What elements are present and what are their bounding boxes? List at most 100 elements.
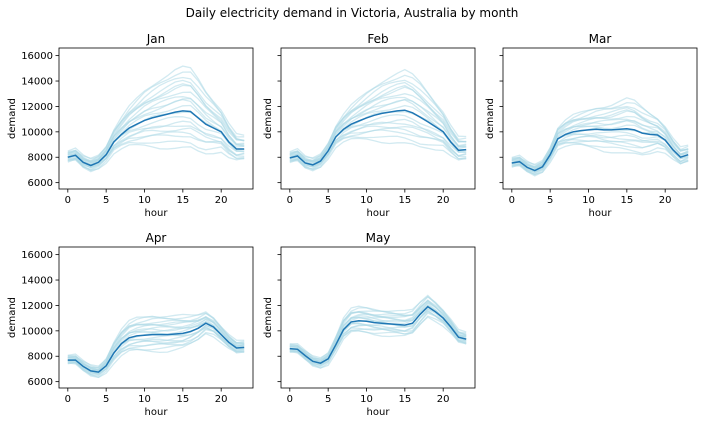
daily-line: [67, 131, 245, 171]
daily-line: [511, 101, 689, 165]
x-tick-label: 0: [509, 195, 515, 206]
daily-line: [67, 120, 245, 169]
y-tick-label: 12000: [21, 102, 53, 113]
daily-line: [289, 104, 467, 164]
x-tick-label: 0: [287, 394, 293, 405]
y-tick-label: 16000: [21, 250, 53, 261]
daily-line: [511, 138, 689, 176]
panel-title: Mar: [589, 32, 612, 46]
y-tick-label: 8000: [28, 352, 53, 363]
daily-line: [67, 328, 245, 377]
daily-line: [289, 294, 467, 359]
daily-lines: [289, 294, 467, 369]
figure-title: Daily electricity demand in Victoria, Au…: [185, 6, 519, 20]
daily-line: [67, 317, 245, 372]
y-axis-label: demand: [7, 297, 18, 338]
mean-line: [289, 305, 467, 365]
daily-line: [289, 118, 467, 168]
x-tick-label: 15: [398, 394, 411, 405]
y-tick-label: 16000: [21, 51, 53, 62]
daily-line: [289, 84, 467, 163]
x-axis-label: hour: [589, 208, 613, 219]
x-axis-label: hour: [145, 407, 169, 418]
daily-line: [67, 91, 245, 163]
mean-line: [511, 127, 689, 172]
daily-line: [289, 114, 467, 168]
x-tick-label: 0: [65, 394, 71, 405]
panel-apr: 0 5 10 15 20 6000 8000 10000 12000 14000 16000 Apr h…: [7, 231, 254, 418]
daily-line: [67, 71, 245, 159]
panel-title: May: [366, 231, 391, 245]
daily-line: [511, 142, 689, 177]
x-tick-label: 5: [325, 195, 331, 206]
mean-line: [289, 109, 467, 166]
daily-line: [67, 312, 245, 369]
daily-lines: [67, 311, 245, 379]
x-tick-label: 20: [659, 195, 672, 206]
x-tick-label: 20: [437, 195, 450, 206]
daily-line: [289, 295, 467, 361]
panel-title: Feb: [367, 32, 388, 46]
panel-jan: 0 5 10 15 20 6000 8000 10000 12000 14000 16000 Jan h…: [7, 32, 254, 219]
x-axis-label: hour: [367, 407, 391, 418]
x-axis-label: hour: [145, 208, 169, 219]
y-axis-label: demand: [485, 98, 496, 139]
panel-mar: 0 5 10 15 20 Mar hour demand: [485, 32, 698, 219]
daily-line: [289, 300, 467, 363]
x-tick-label: 10: [138, 195, 151, 206]
y-tick-label: 10000: [21, 127, 53, 138]
y-tick-label: 10000: [21, 326, 53, 337]
daily-line: [67, 84, 245, 162]
axes-frame: [280, 47, 476, 190]
y-axis-label: demand: [7, 98, 18, 139]
x-tick-label: 15: [398, 195, 411, 206]
x-tick-label: 10: [138, 394, 151, 405]
daily-line: [67, 83, 245, 164]
mean-line: [67, 322, 245, 373]
x-tick-label: 20: [215, 394, 228, 405]
x-tick-label: 20: [437, 394, 450, 405]
daily-line: [511, 109, 689, 169]
x-tick-label: 10: [582, 195, 595, 206]
x-tick-label: 15: [620, 195, 633, 206]
x-tick-label: 10: [360, 394, 373, 405]
x-tick-label: 5: [547, 195, 553, 206]
panel-feb: 0 5 10 15 20 Feb hour demand: [263, 32, 476, 219]
x-tick-label: 0: [287, 195, 293, 206]
x-tick-label: 5: [325, 394, 331, 405]
axes-frame: [58, 246, 254, 389]
y-tick-label: 12000: [21, 301, 53, 312]
y-tick-label: 14000: [21, 276, 53, 287]
x-tick-label: 5: [103, 394, 109, 405]
panel-title: Jan: [146, 32, 166, 46]
x-tick-label: 15: [176, 394, 189, 405]
daily-line: [289, 127, 467, 171]
daily-line: [289, 121, 467, 168]
daily-line: [289, 68, 467, 160]
daily-line: [289, 299, 467, 363]
daily-line: [67, 104, 245, 165]
daily-line: [67, 331, 245, 378]
daily-line: [511, 131, 689, 174]
mean-line: [67, 110, 245, 167]
panel-title: Apr: [146, 231, 167, 245]
daily-line: [289, 315, 467, 369]
daily-line: [511, 97, 689, 166]
daily-line: [67, 116, 245, 169]
daily-lines: [289, 68, 467, 172]
y-axis-label: demand: [263, 297, 274, 338]
x-tick-label: 0: [65, 195, 71, 206]
y-axis-label: demand: [263, 98, 274, 139]
x-tick-label: 15: [176, 195, 189, 206]
axes-frame: [280, 246, 476, 389]
daily-lines: [511, 97, 689, 177]
daily-line: [67, 125, 245, 168]
daily-line: [67, 140, 245, 173]
daily-line: [511, 133, 689, 173]
y-tick-label: 6000: [28, 377, 53, 388]
daily-line: [289, 74, 467, 159]
daily-line: [289, 135, 467, 172]
x-tick-label: 10: [360, 195, 373, 206]
